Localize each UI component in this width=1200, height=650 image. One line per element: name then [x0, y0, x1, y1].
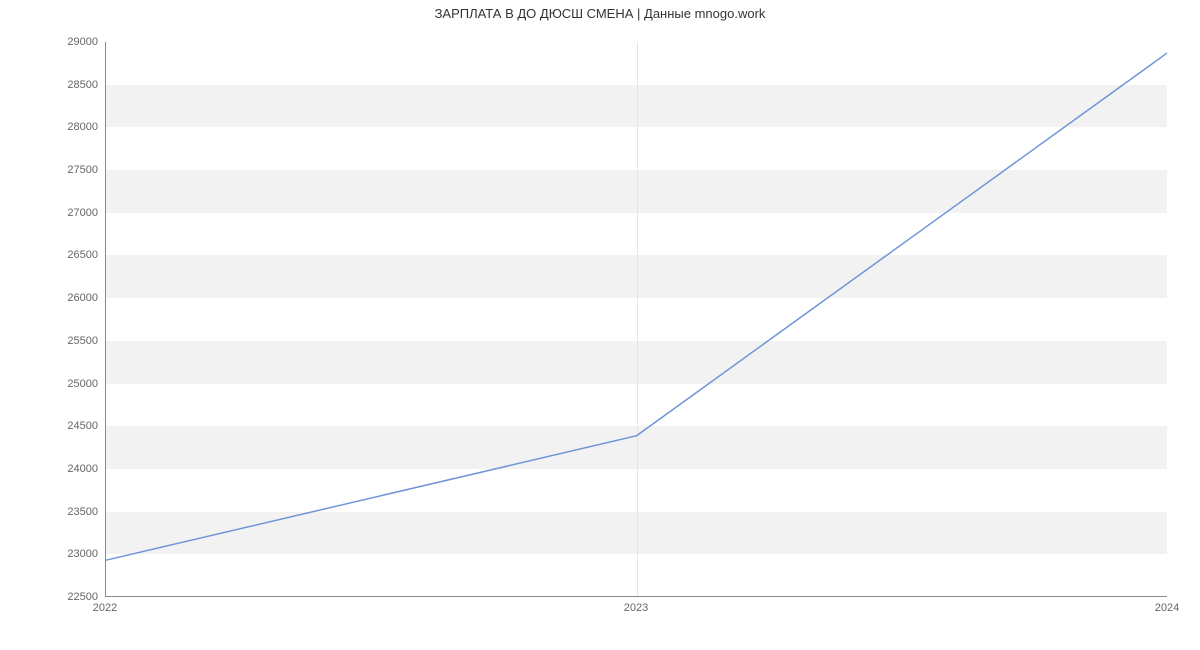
y-tick-label: 27500: [38, 164, 98, 176]
y-tick-label: 28000: [38, 121, 98, 133]
y-tick-label: 23500: [38, 506, 98, 518]
y-tick-label: 22500: [38, 591, 98, 603]
y-tick-label: 27000: [38, 207, 98, 219]
y-tick-label: 28500: [38, 79, 98, 91]
plot-area: [105, 42, 1167, 597]
y-tick-label: 29000: [38, 36, 98, 48]
series-line: [106, 53, 1167, 560]
y-tick-label: 26500: [38, 249, 98, 261]
x-tick-label: 2022: [93, 602, 117, 614]
y-tick-label: 24500: [38, 420, 98, 432]
y-tick-label: 25500: [38, 335, 98, 347]
x-tick-label: 2023: [624, 602, 648, 614]
chart-title: ЗАРПЛАТА В ДО ДЮСШ СМЕНА | Данные mnogo.…: [0, 6, 1200, 21]
y-tick-label: 26000: [38, 292, 98, 304]
line-svg: [106, 42, 1167, 596]
y-tick-label: 25000: [38, 378, 98, 390]
x-tick-label: 2024: [1155, 602, 1179, 614]
y-tick-label: 23000: [38, 548, 98, 560]
y-tick-label: 24000: [38, 463, 98, 475]
